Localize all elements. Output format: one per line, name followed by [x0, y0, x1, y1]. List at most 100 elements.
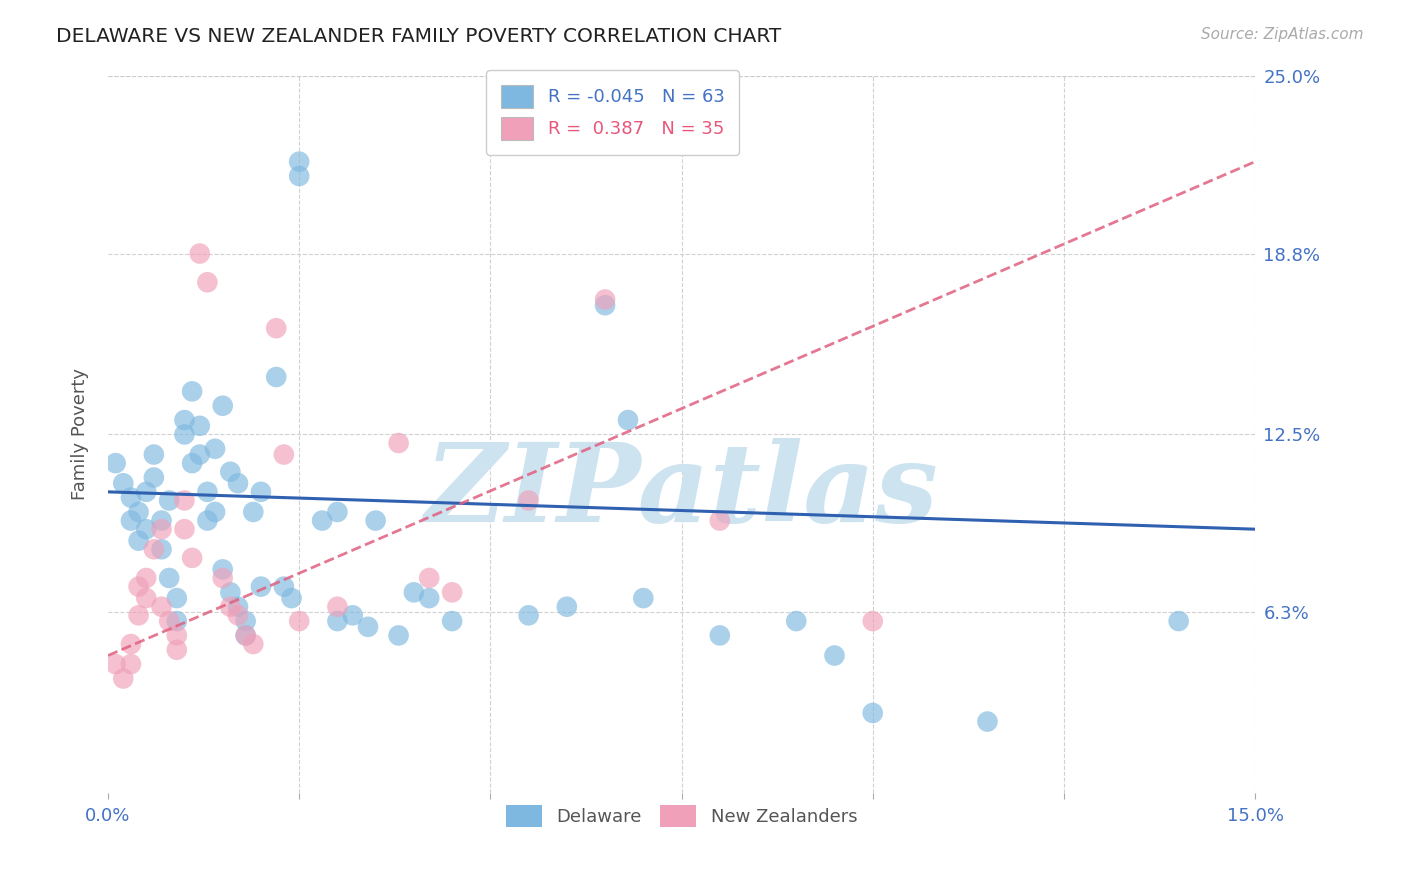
- Point: [173, 413, 195, 427]
- Point: [402, 585, 425, 599]
- Text: DELAWARE VS NEW ZEALANDER FAMILY POVERTY CORRELATION CHART: DELAWARE VS NEW ZEALANDER FAMILY POVERTY…: [56, 27, 782, 45]
- Point: [288, 614, 311, 628]
- Point: [862, 614, 884, 628]
- Point: [555, 599, 578, 614]
- Point: [211, 571, 233, 585]
- Point: [188, 246, 211, 260]
- Point: [357, 620, 380, 634]
- Point: [226, 608, 249, 623]
- Point: [157, 571, 180, 585]
- Point: [120, 514, 142, 528]
- Point: [166, 614, 188, 628]
- Point: [181, 550, 204, 565]
- Point: [633, 591, 655, 606]
- Point: [441, 585, 464, 599]
- Point: [197, 275, 219, 289]
- Point: [235, 628, 257, 642]
- Point: [197, 484, 219, 499]
- Point: [1167, 614, 1189, 628]
- Legend: Delaware, New Zealanders: Delaware, New Zealanders: [499, 798, 865, 835]
- Point: [120, 491, 142, 505]
- Point: [273, 448, 295, 462]
- Point: [197, 514, 219, 528]
- Point: [128, 533, 150, 548]
- Point: [326, 599, 349, 614]
- Point: [135, 571, 157, 585]
- Point: [824, 648, 846, 663]
- Point: [166, 591, 188, 606]
- Point: [173, 493, 195, 508]
- Point: [142, 448, 165, 462]
- Point: [181, 456, 204, 470]
- Point: [862, 706, 884, 720]
- Point: [150, 522, 173, 536]
- Point: [219, 599, 242, 614]
- Point: [104, 657, 127, 672]
- Point: [250, 484, 273, 499]
- Point: [226, 599, 249, 614]
- Point: [785, 614, 807, 628]
- Point: [517, 608, 540, 623]
- Point: [166, 628, 188, 642]
- Point: [128, 580, 150, 594]
- Point: [211, 562, 233, 576]
- Point: [226, 476, 249, 491]
- Point: [150, 542, 173, 557]
- Point: [135, 484, 157, 499]
- Point: [250, 580, 273, 594]
- Point: [157, 493, 180, 508]
- Point: [235, 614, 257, 628]
- Point: [593, 293, 616, 307]
- Point: [135, 591, 157, 606]
- Point: [128, 608, 150, 623]
- Point: [104, 456, 127, 470]
- Point: [150, 514, 173, 528]
- Point: [273, 580, 295, 594]
- Point: [387, 628, 409, 642]
- Point: [204, 505, 226, 519]
- Point: [219, 465, 242, 479]
- Point: [219, 585, 242, 599]
- Point: [326, 505, 349, 519]
- Point: [280, 591, 302, 606]
- Point: [342, 608, 364, 623]
- Point: [188, 448, 211, 462]
- Point: [288, 154, 311, 169]
- Point: [112, 672, 135, 686]
- Point: [418, 571, 440, 585]
- Point: [120, 657, 142, 672]
- Point: [517, 493, 540, 508]
- Y-axis label: Family Poverty: Family Poverty: [72, 368, 89, 500]
- Point: [188, 418, 211, 433]
- Point: [441, 614, 464, 628]
- Point: [709, 514, 731, 528]
- Point: [112, 476, 135, 491]
- Point: [142, 470, 165, 484]
- Point: [593, 298, 616, 312]
- Point: [173, 522, 195, 536]
- Point: [387, 436, 409, 450]
- Point: [135, 522, 157, 536]
- Point: [709, 628, 731, 642]
- Point: [128, 505, 150, 519]
- Point: [235, 628, 257, 642]
- Point: [142, 542, 165, 557]
- Point: [204, 442, 226, 456]
- Point: [364, 514, 387, 528]
- Point: [288, 169, 311, 183]
- Point: [976, 714, 998, 729]
- Point: [173, 427, 195, 442]
- Point: [264, 370, 287, 384]
- Point: [617, 413, 640, 427]
- Point: [242, 637, 264, 651]
- Point: [166, 642, 188, 657]
- Point: [120, 637, 142, 651]
- Point: [150, 599, 173, 614]
- Point: [311, 514, 333, 528]
- Text: ZIPatlas: ZIPatlas: [425, 438, 938, 546]
- Text: Source: ZipAtlas.com: Source: ZipAtlas.com: [1201, 27, 1364, 42]
- Point: [157, 614, 180, 628]
- Point: [418, 591, 440, 606]
- Point: [181, 384, 204, 399]
- Point: [242, 505, 264, 519]
